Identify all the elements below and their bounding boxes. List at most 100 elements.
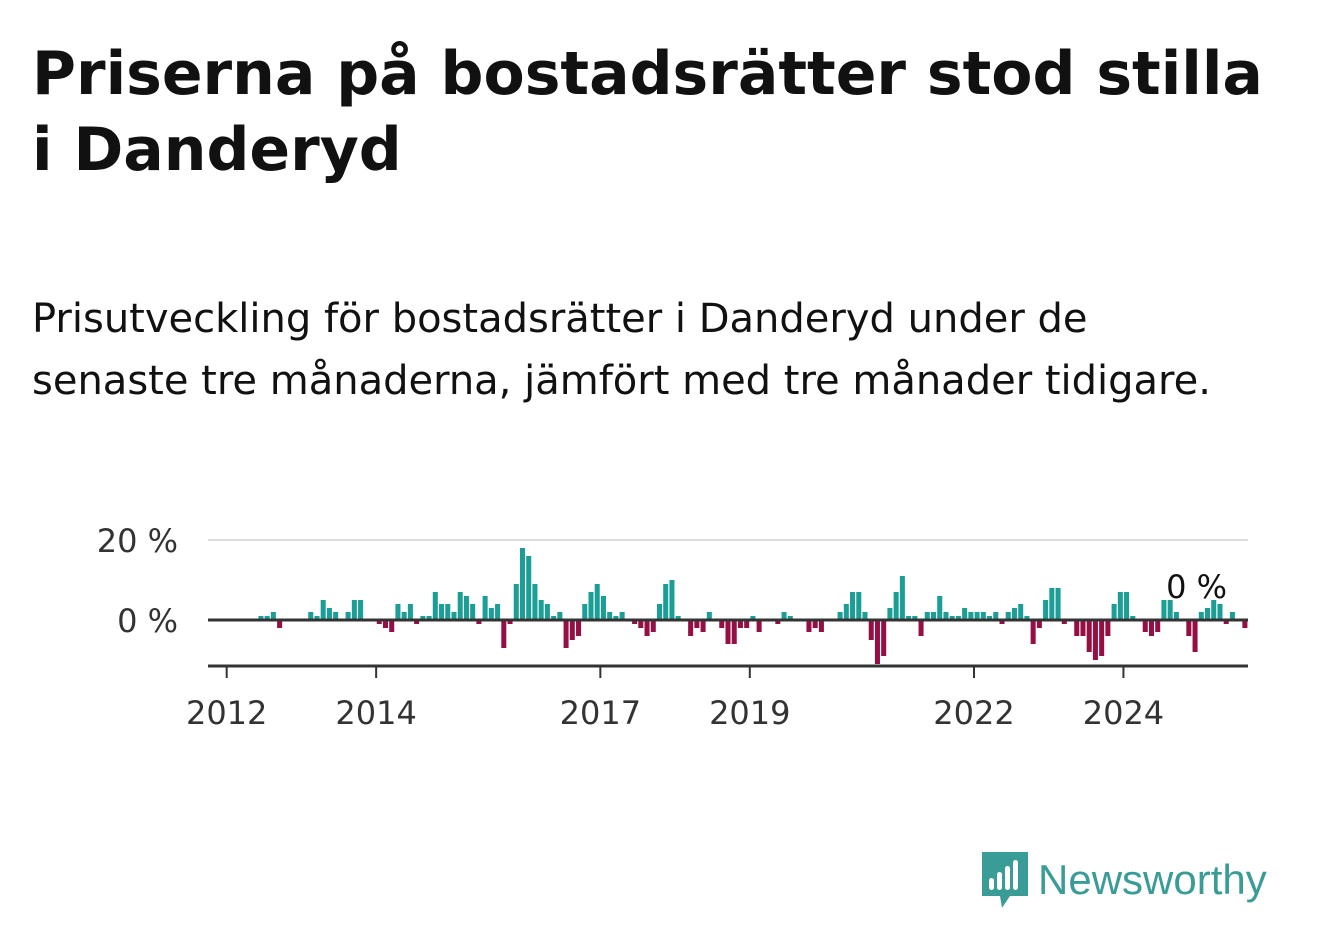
bar — [918, 620, 924, 636]
bar — [426, 616, 432, 620]
bar — [432, 592, 438, 620]
x-tick-label: 2024 — [1083, 694, 1164, 732]
bar — [376, 620, 382, 624]
bar — [439, 604, 445, 620]
bar — [488, 608, 494, 620]
bar — [632, 620, 638, 624]
y-tick-label: 0 % — [117, 602, 178, 640]
bar — [949, 616, 955, 620]
bar — [837, 612, 843, 620]
bar — [1074, 620, 1080, 636]
bar — [968, 612, 974, 620]
bar — [1080, 620, 1086, 636]
bar — [781, 612, 787, 620]
bar — [619, 612, 625, 620]
bar — [980, 612, 986, 620]
bar — [1055, 588, 1061, 620]
bar — [382, 620, 388, 628]
bar — [1229, 612, 1235, 620]
bar — [1142, 620, 1148, 632]
bar — [1061, 620, 1067, 624]
bar — [538, 600, 544, 620]
bar — [1211, 600, 1217, 620]
bar — [563, 620, 569, 648]
brand-name: Newsworthy — [1038, 856, 1267, 903]
bar — [650, 620, 656, 632]
bar — [974, 612, 980, 620]
x-tick-label: 2022 — [933, 694, 1014, 732]
bar — [557, 612, 563, 620]
bar — [999, 620, 1005, 624]
bar — [787, 616, 793, 620]
bar — [675, 616, 681, 620]
bar — [600, 596, 606, 620]
bar — [389, 620, 395, 632]
bar — [551, 616, 557, 620]
bar — [893, 592, 899, 620]
bar — [1198, 612, 1204, 620]
bar — [1049, 588, 1055, 620]
bar — [258, 616, 264, 620]
bar — [656, 604, 663, 620]
bar — [532, 584, 538, 620]
bar — [1036, 620, 1042, 628]
bar — [513, 584, 519, 620]
bar — [1192, 620, 1198, 652]
bar — [912, 616, 918, 620]
bar — [887, 608, 893, 620]
bar — [850, 592, 856, 620]
bar — [544, 604, 550, 620]
bar — [607, 612, 613, 620]
bar — [1005, 612, 1011, 620]
bar — [812, 620, 818, 628]
bar — [507, 620, 513, 624]
bar — [868, 620, 874, 640]
bar — [669, 580, 675, 620]
newsworthy-logo: Newsworthy — [980, 850, 1267, 910]
bar — [476, 620, 482, 624]
bar — [401, 612, 407, 620]
bar — [862, 612, 868, 620]
bar — [1223, 620, 1229, 624]
bar — [644, 620, 650, 636]
bar — [501, 620, 507, 648]
bar — [1155, 620, 1161, 632]
bar — [314, 616, 320, 620]
bar — [955, 616, 961, 620]
bar — [395, 604, 401, 620]
bar — [818, 620, 824, 632]
bar — [663, 584, 669, 620]
bar — [1217, 604, 1223, 620]
bar — [1092, 620, 1098, 660]
bar — [1043, 600, 1049, 620]
bar — [694, 620, 700, 628]
bar — [326, 608, 332, 620]
bar — [1161, 600, 1167, 620]
bar — [706, 612, 712, 620]
bar — [943, 612, 949, 620]
bar — [719, 620, 725, 628]
bar — [482, 596, 488, 620]
x-tick-label: 2014 — [335, 694, 416, 732]
bar — [750, 616, 756, 620]
bar — [613, 616, 619, 620]
bar — [856, 592, 862, 620]
x-tick-label: 2012 — [186, 694, 267, 732]
bar — [1011, 608, 1017, 620]
chart-subtitle: Prisutveckling för bostadsrätter i Dande… — [32, 296, 1211, 404]
bar — [308, 612, 314, 620]
bar — [700, 620, 706, 632]
bar — [582, 604, 588, 620]
bar — [987, 616, 993, 620]
bar-chart: 0 % 20 % 2012 2014 2017 2019 2022 2024 0 % — [97, 522, 1248, 732]
bar — [744, 620, 750, 628]
bar — [358, 600, 364, 620]
bar — [881, 620, 887, 656]
bar — [899, 576, 905, 620]
x-tick-label: 2019 — [709, 694, 790, 732]
x-tick-label: 2017 — [560, 694, 641, 732]
bar — [806, 620, 812, 632]
bar — [688, 620, 694, 636]
bar — [843, 604, 849, 620]
bar — [463, 596, 469, 620]
